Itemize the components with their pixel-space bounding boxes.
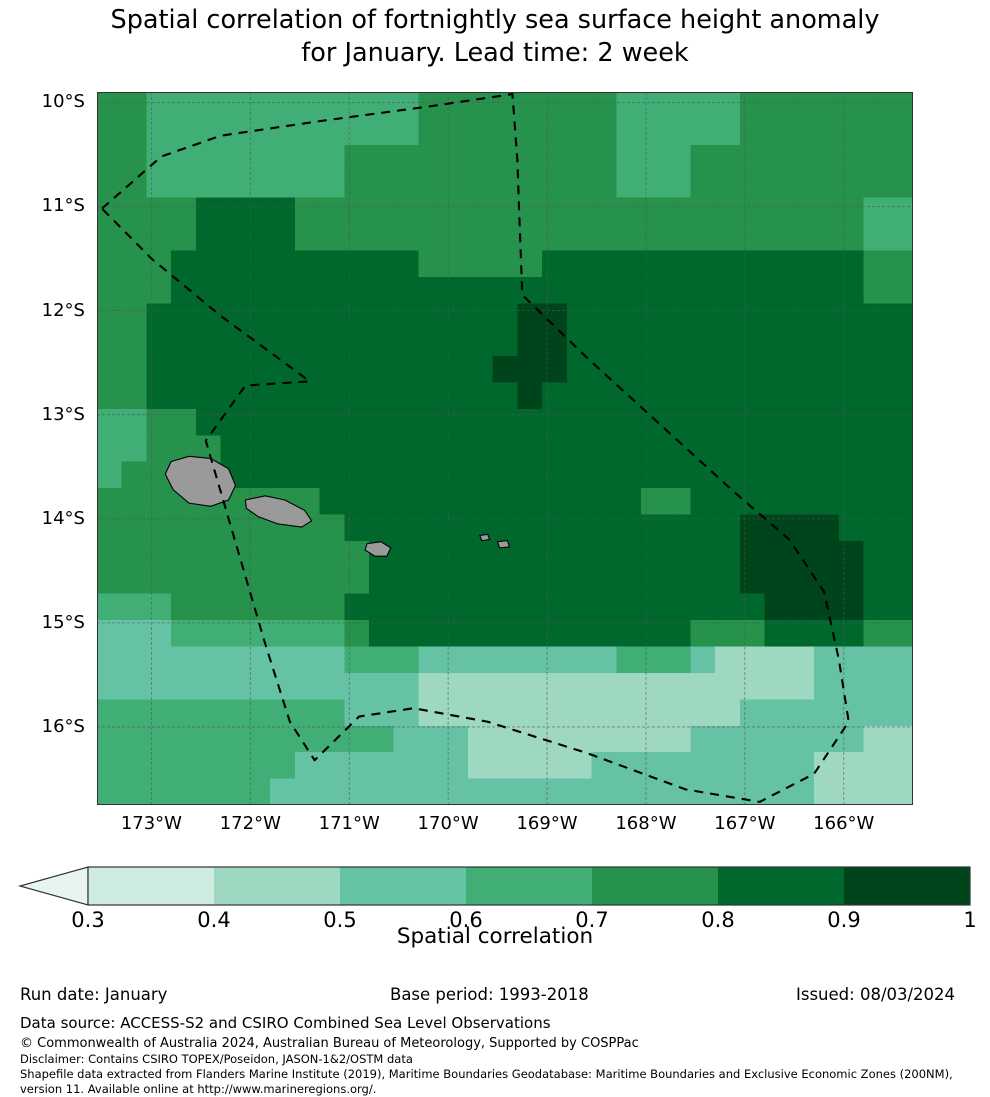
- island-landmasses: [164, 455, 511, 557]
- island-tutuila: [364, 541, 392, 557]
- issued-date-text: Issued: 08/03/2024: [796, 985, 956, 1004]
- disclaimer-text: Disclaimer: Contains CSIRO TOPEX/Poseido…: [20, 1052, 413, 1066]
- colorbar-tick-label: 0.7: [575, 908, 609, 932]
- colorbar-frame: [87, 866, 971, 906]
- y-tick-label: 11°S: [41, 195, 85, 217]
- colorbar-tick-label: 0.6: [449, 908, 483, 932]
- x-tick-label: 173°W: [120, 813, 182, 834]
- map-gridlines: [97, 92, 913, 805]
- island-ta-u: [496, 540, 511, 549]
- colorbar-tick-label: 0.8: [701, 908, 735, 932]
- y-tick-label: 16°S: [41, 715, 85, 737]
- colorbar-tick-label: 0.4: [197, 908, 231, 932]
- colorbar-band-5: [718, 867, 845, 905]
- data-source-text: Data source: ACCESS-S2 and CSIRO Combine…: [20, 1014, 551, 1032]
- colorbar-band-0: [88, 867, 215, 905]
- base-period-text: Base period: 1993-2018: [390, 985, 589, 1004]
- colorbar-gradient[interactable]: [0, 864, 990, 910]
- page-title: Spatial correlation of fortnightly sea s…: [110, 5, 880, 68]
- colorbar-tick-label: 0.3: [71, 908, 105, 932]
- colorbar-under-arrow: [17, 866, 89, 906]
- x-tick-label: 169°W: [516, 813, 578, 834]
- footer: Data source: ACCESS-S2 and CSIRO Combine…: [20, 1013, 980, 1097]
- colorbar-band-2: [340, 867, 467, 905]
- y-tick-label: 13°S: [41, 403, 85, 425]
- island-ofu-olosega: [479, 533, 491, 542]
- colorbar[interactable]: 0.3 0.4 0.5 0.6 0.7 0.8 0.9 1 Spatial correlati…: [0, 864, 990, 964]
- colorbar-band-6: [844, 867, 971, 905]
- x-tick-label: 168°W: [615, 813, 677, 834]
- y-tick-label: 15°S: [41, 611, 85, 633]
- shapefile-credit-text: Shapefile data extracted from Flanders M…: [20, 1067, 953, 1096]
- colorbar-band-1: [214, 867, 341, 905]
- correlation-heatmap[interactable]: [97, 92, 913, 805]
- y-tick-label: 10°S: [41, 91, 85, 113]
- metadata-row: Run date: January Base period: 1993-2018…: [0, 985, 990, 1007]
- colorbar-tick-label: 0.5: [323, 908, 357, 932]
- x-tick-label: 166°W: [813, 813, 875, 834]
- x-tick-label: 172°W: [219, 813, 281, 834]
- colorbar-tick-label: 0.9: [827, 908, 861, 932]
- island-savai-i: [164, 455, 237, 507]
- colorbar-tick-label: 1: [963, 908, 977, 932]
- x-tick-label: 167°W: [714, 813, 776, 834]
- x-tick-label: 170°W: [417, 813, 479, 834]
- island-upolu: [244, 495, 313, 528]
- map-plot-area[interactable]: [97, 92, 913, 805]
- colorbar-band-3: [466, 867, 593, 905]
- copyright-text: © Commonwealth of Australia 2024, Austra…: [20, 1036, 639, 1051]
- run-date-text: Run date: January: [20, 985, 168, 1004]
- y-tick-label: 14°S: [41, 507, 85, 529]
- eez-boundary-line: [101, 93, 850, 803]
- colorbar-label: Spatial correlation: [396, 924, 594, 949]
- heatmap-cells: [97, 92, 913, 805]
- colorbar-band-4: [592, 867, 719, 905]
- y-tick-label: 12°S: [41, 299, 85, 321]
- x-tick-label: 171°W: [318, 813, 380, 834]
